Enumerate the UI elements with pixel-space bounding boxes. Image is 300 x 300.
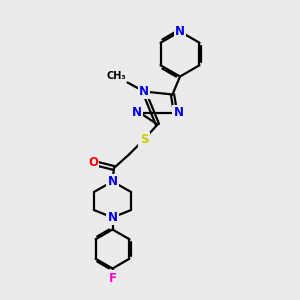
Text: N: N: [107, 211, 118, 224]
Text: F: F: [109, 272, 116, 285]
Text: N: N: [131, 106, 142, 119]
Text: S: S: [140, 133, 148, 146]
Text: N: N: [139, 85, 149, 98]
Text: N: N: [107, 175, 118, 188]
Text: O: O: [88, 155, 98, 169]
Text: N: N: [173, 106, 184, 119]
Text: N: N: [175, 25, 185, 38]
Text: CH₃: CH₃: [106, 71, 126, 81]
